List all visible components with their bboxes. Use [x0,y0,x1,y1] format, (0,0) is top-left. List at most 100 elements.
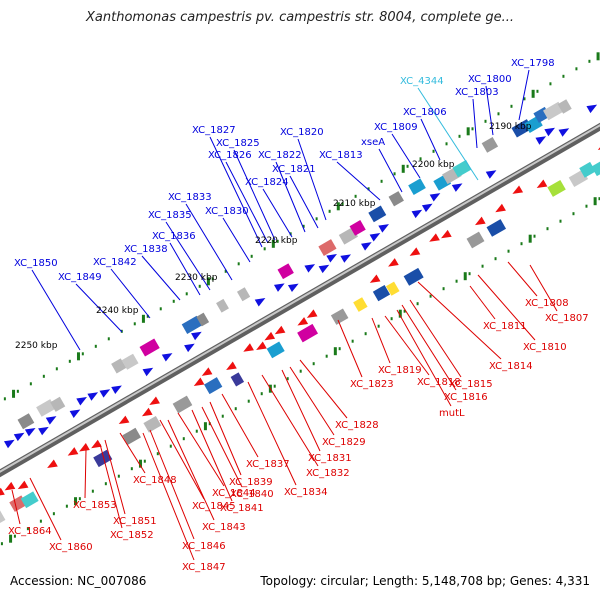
tick-layer [0,52,600,546]
fwd-gene-label[interactable]: XC_1813 [319,150,363,161]
forward-gene-arrow [421,203,433,213]
forward-gene-block [121,353,139,370]
rev-gene-label[interactable]: XC_1852 [110,530,154,541]
fwd-gene-label[interactable]: XC_1850 [14,258,58,269]
forward-gene-block [452,159,472,178]
forward-gene-block [36,399,56,417]
fwd-gene-label[interactable]: XC_1827 [192,125,236,136]
rev-gene-label[interactable]: XC_1853 [73,500,117,511]
tick-mark [546,227,549,231]
forward-gene-arrow [361,242,372,251]
fwd-gene-label[interactable]: XC_1825 [216,138,260,149]
kbp-label: 2200 kbp [412,160,455,170]
scale-labels: 2190 kbp 2200 kbp 2210 kbp 2220 kbp 2230 kbp… [15,122,532,351]
reverse-gene-arrow [201,367,213,376]
fwd-gene-label[interactable]: XC_1842 [93,257,137,268]
fwd-gene-label[interactable]: XC_1824 [245,177,289,188]
rev-gene-label[interactable]: mutL [439,408,465,419]
rev-gene-label[interactable]: XC_1829 [322,437,366,448]
rev-gene-label[interactable]: XC_1831 [308,453,352,464]
rev-gene-label[interactable]: XC_1828 [335,420,379,431]
rev-gene-label[interactable]: XC_1839 [229,477,273,488]
tick-mark [367,187,370,191]
rev-gene-label[interactable]: XC_1816 [444,392,488,403]
reverse-gene-block [20,491,39,509]
rev-gene-label[interactable]: XC_1860 [49,542,93,553]
tick-mark [13,534,16,538]
rev-gene-label[interactable]: XC_1807 [545,313,589,324]
leader-line [221,393,259,458]
leader-line [336,161,381,201]
fwd-gene-label[interactable]: XC_1809 [374,122,418,133]
tick-mark [68,359,71,363]
rev-gene-label[interactable]: XC_1811 [483,321,527,332]
rev-gene-label[interactable]: XC_1843 [202,522,246,533]
fwd-gene-label[interactable]: XC_1822 [258,150,302,161]
fwd-gene-label[interactable]: XC_1826 [208,150,252,161]
rev-gene-label[interactable]: XC_1851 [113,516,157,527]
major-tick [12,389,16,398]
forward-gene-arrow [586,104,598,114]
rev-gene-label[interactable]: XC_1840 [230,489,274,500]
rev-gene-label[interactable]: XC_1808 [525,298,569,309]
rev-gene-label[interactable]: XC_1832 [306,468,350,479]
major-tick [74,497,78,506]
tick-mark [263,247,266,251]
reverse-gene-arrow [91,439,102,449]
forward-gene-arrow [254,298,266,307]
rev-gene-label[interactable]: XC_1847 [182,562,226,573]
forward-gene-arrow [451,183,463,192]
gene-labels: XC_1798 XC_1800 XC_1803 XC_1806 XC_1809 xseA X… [8,58,589,573]
leader-line [141,255,181,301]
tick-mark [107,337,110,341]
leader-line [409,299,462,378]
rev-gene-label[interactable]: XC_1841 [220,503,264,514]
rev-gene-label[interactable]: XC_1864 [8,526,52,537]
fwd-gene-label[interactable]: XC_1806 [403,107,447,118]
fwd-gene-label[interactable]: XC_1798 [511,58,555,69]
tick-mark [419,157,422,161]
reverse-gene-arrow [226,361,237,371]
reverse-gene-arrow [474,216,486,226]
rev-gene-label[interactable]: XC_1815 [449,379,493,390]
forward-gene-arrow [369,233,381,242]
forward-gene-block [236,287,251,302]
fwd-gene-label[interactable]: xseA [361,137,385,148]
fwd-gene-label[interactable]: XC_1830 [205,206,249,217]
fwd-gene-label[interactable]: XC_1835 [148,210,192,221]
tick-mark [406,164,409,168]
rev-gene-label[interactable]: XC_1810 [523,342,567,353]
forward-gene-block [349,220,366,236]
fwd-gene-label[interactable]: XC_1800 [468,74,512,85]
reverse-gene-arrow [388,258,399,267]
tick-mark [211,277,214,281]
rev-gene-label[interactable]: XC_1823 [350,379,394,390]
leader-line [469,285,496,320]
leader-line [233,149,276,241]
tick-mark [130,467,133,471]
fwd-gene-label[interactable]: XC_1849 [58,272,102,283]
rev-gene-label[interactable]: XC_1846 [182,541,226,552]
fwd-gene-label[interactable]: XC_1803 [455,87,499,98]
rev-gene-label[interactable]: XC_1818 [417,377,461,388]
rna-gene-label[interactable]: XC_4344 [400,76,444,87]
rev-gene-label[interactable]: XC_1845 [192,501,236,512]
rev-gene-label[interactable]: XC_1848 [133,475,177,486]
rev-gene-label[interactable]: XC_1837 [246,459,290,470]
rev-gene-label[interactable]: XC_1834 [284,487,328,498]
reverse-gene-arrow [141,407,153,417]
rev-gene-label[interactable]: XC_1844 [212,488,256,499]
fwd-gene-label[interactable]: XC_1836 [152,231,196,242]
rev-gene-label[interactable]: XC_1819 [378,365,422,376]
fwd-gene-label[interactable]: XC_1821 [272,164,316,175]
tick-mark [598,197,600,201]
rev-gene-label[interactable]: XC_1814 [489,361,533,372]
reverse-gene-arrow [409,247,421,256]
leader-line [191,409,233,502]
reverse-gene-arrow [243,343,254,352]
fwd-gene-label[interactable]: XC_1820 [280,127,324,138]
tick-mark [510,104,513,108]
fwd-gene-label[interactable]: XC_1838 [124,244,168,255]
fwd-gene-label[interactable]: XC_1833 [168,192,212,203]
tick-mark [52,512,55,516]
